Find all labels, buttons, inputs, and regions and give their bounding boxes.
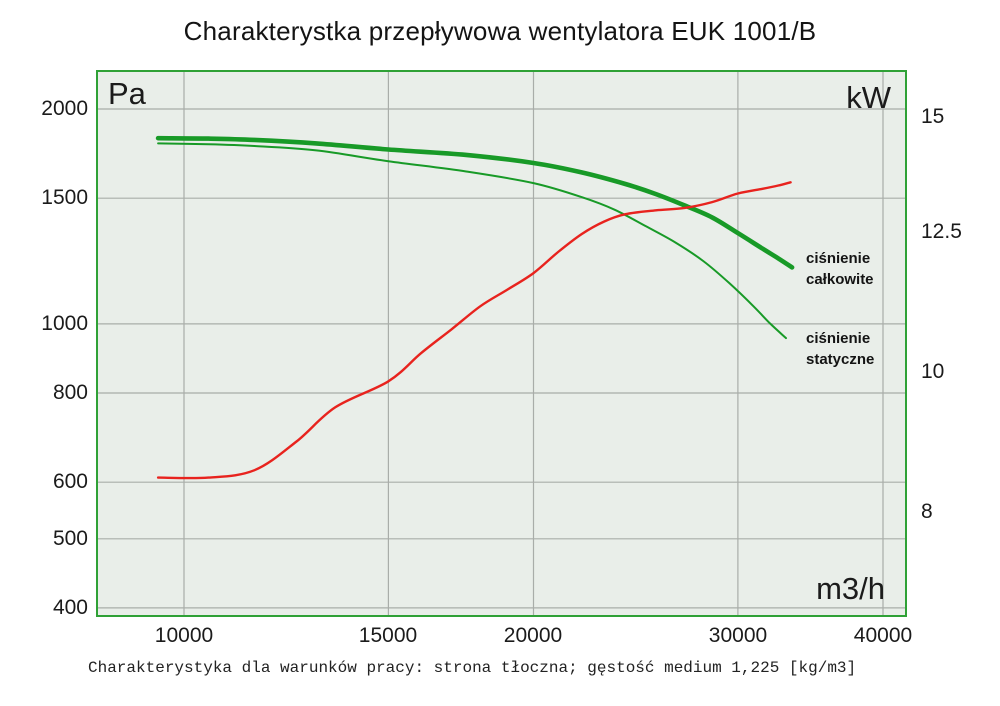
caption: Charakterystyka dla warunków pracy: stro… <box>88 659 857 677</box>
left-axis-unit-label: Pa <box>108 76 146 111</box>
left-axis-tick-label: 2000 <box>41 97 88 120</box>
left-axis-tick-label: 1500 <box>41 186 88 209</box>
legend-static-line2: statyczne <box>806 351 875 368</box>
x-axis-tick-label: 30000 <box>708 624 768 647</box>
curve-power-red-unlabeled <box>156 181 792 480</box>
legend-total-line2: całkowite <box>806 271 874 288</box>
plot-area: Pa kW m3/h ciśnienie całkowite ciśnienie… <box>96 70 907 617</box>
legend-static-pressure: ciśnienie statyczne <box>806 328 874 370</box>
legend-total-line1: ciśnienie <box>806 250 871 267</box>
right-axis-tick-label: 10 <box>921 360 945 383</box>
right-axis-tick-label: 15 <box>921 105 945 128</box>
x-axis-tick-label: 20000 <box>503 624 563 647</box>
x-axis-tick-label: 10000 <box>154 624 214 647</box>
left-axis-tick-label: 500 <box>52 527 88 550</box>
chart-title: Charakterystka przepływowa wentylatora E… <box>183 16 817 46</box>
x-axis-tick-label: 15000 <box>358 624 418 647</box>
legend-total-pressure: ciśnienie całkowite <box>806 248 874 290</box>
chart-canvas <box>98 72 905 615</box>
curve-static-pressure <box>157 142 787 340</box>
legend-static-line1: ciśnienie <box>806 330 871 347</box>
right-axis-unit-label: kW <box>846 80 891 115</box>
curve-total-pressure <box>155 135 795 270</box>
left-axis-tick-label: 1000 <box>41 312 88 335</box>
right-axis-tick-label: 12.5 <box>921 220 962 243</box>
left-axis-tick-label: 800 <box>52 381 88 404</box>
left-axis-tick-label: 400 <box>52 596 88 619</box>
x-axis-unit-label: m3/h <box>816 571 885 606</box>
left-axis-tick-label: 600 <box>52 470 88 493</box>
right-axis-tick-label: 8 <box>921 500 933 523</box>
x-axis-tick-label: 40000 <box>853 624 913 647</box>
